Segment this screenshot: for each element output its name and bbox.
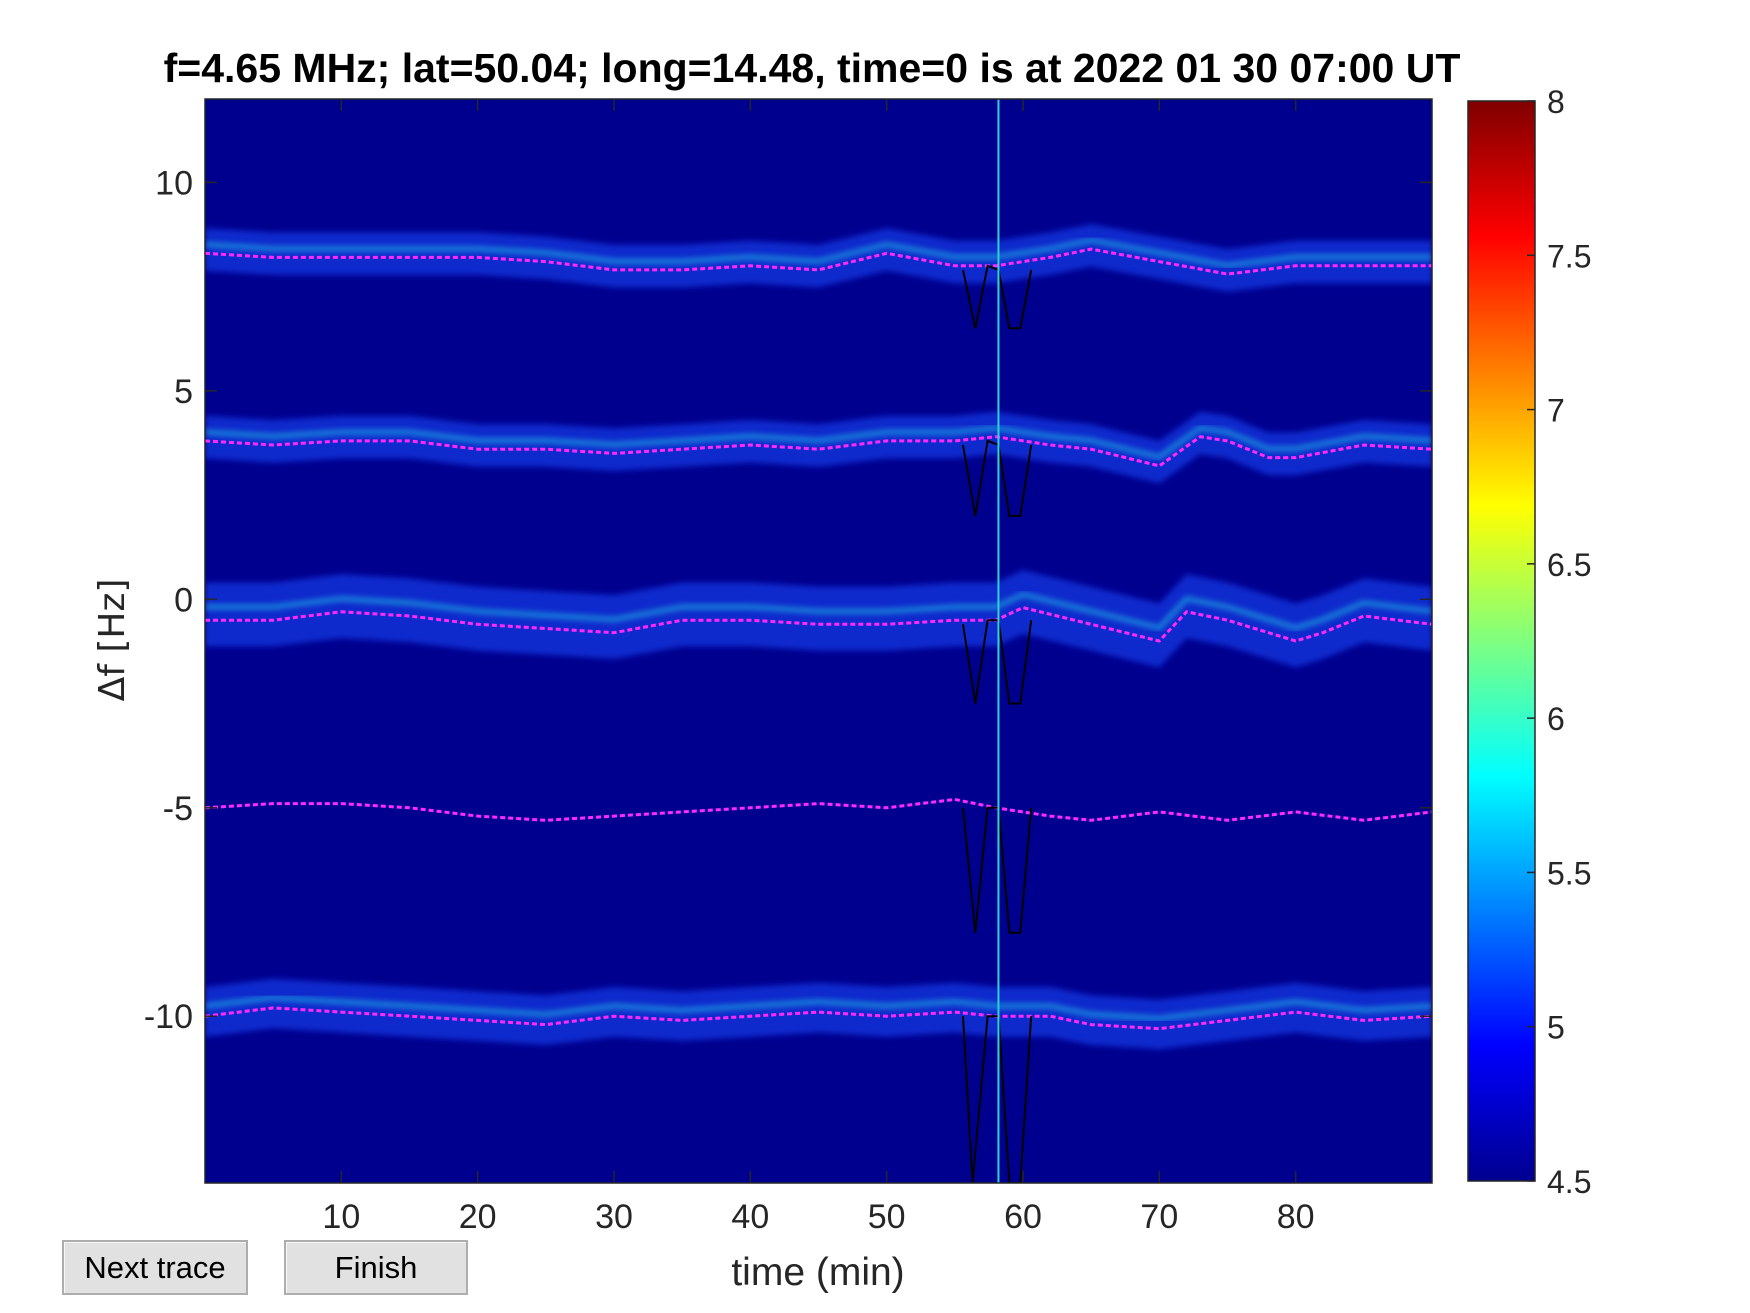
- y-tick-label: -10: [144, 998, 193, 1036]
- x-tick-label: 70: [1140, 1198, 1178, 1236]
- signal-band-1: [205, 411, 1432, 484]
- colorbar-tick-label: 6.5: [1547, 547, 1591, 583]
- y-tick-label: -5: [163, 790, 193, 828]
- x-axis: 10 20 30 40 50 60 70 80: [322, 99, 1315, 1236]
- colorbar-tick-label: 8: [1547, 84, 1565, 120]
- signal-band-2: [205, 570, 1432, 668]
- finish-button[interactable]: Finish: [284, 1240, 468, 1295]
- trace-line-2: [205, 606, 1432, 643]
- signal-band-core-0: [205, 237, 1432, 268]
- colorbar: [1467, 100, 1536, 1182]
- x-tick-label: 80: [1277, 1198, 1315, 1236]
- trace-lines: [205, 247, 1432, 1031]
- x-tick-label: 40: [731, 1198, 769, 1236]
- x-tick-label: 60: [1004, 1198, 1042, 1236]
- plot-frame: [204, 98, 1433, 1184]
- y-tick-label: 5: [174, 373, 193, 411]
- signal-band-4: [205, 978, 1432, 1050]
- y-tick-label: 0: [174, 581, 193, 619]
- signal-band-core-2: [205, 591, 1432, 631]
- y-tick-label: 10: [155, 164, 193, 202]
- signal-band-0: [205, 224, 1432, 292]
- colorbar-ticks: 4.5 5 5.5 6 6.5 7 7.5 8: [1527, 84, 1591, 1200]
- colorbar-tick-label: 5.5: [1547, 855, 1591, 891]
- chart-title: f=4.65 MHz; lat=50.04; long=14.48, time=…: [164, 45, 1461, 91]
- signal-band-core-4: [205, 995, 1432, 1022]
- colorbar-tick-label: 5: [1547, 1010, 1565, 1046]
- signal-bands: [205, 224, 1432, 1050]
- x-tick-label: 10: [322, 1198, 360, 1236]
- colorbar-tick-label: 6: [1547, 701, 1565, 737]
- x-tick-label: 50: [868, 1198, 906, 1236]
- y-axis: -10 -5 0 5 10: [144, 164, 1432, 1036]
- colorbar-tick-label: 7: [1547, 393, 1565, 429]
- trace-line-0: [205, 247, 1432, 276]
- trace-line-1: [205, 435, 1432, 468]
- x-tick-label: 20: [459, 1198, 497, 1236]
- signal-band-core-1: [205, 425, 1432, 460]
- y-axis-label: Δf [Hz]: [92, 579, 133, 702]
- trace-line-3: [205, 797, 1432, 822]
- trace-line-4: [205, 1006, 1432, 1031]
- next-trace-button[interactable]: Next trace: [62, 1240, 248, 1295]
- x-axis-label: time (min): [731, 1251, 904, 1294]
- colorbar-tick-label: 4.5: [1547, 1164, 1591, 1200]
- x-tick-label: 30: [595, 1198, 633, 1236]
- colorbar-tick-label: 7.5: [1547, 238, 1591, 274]
